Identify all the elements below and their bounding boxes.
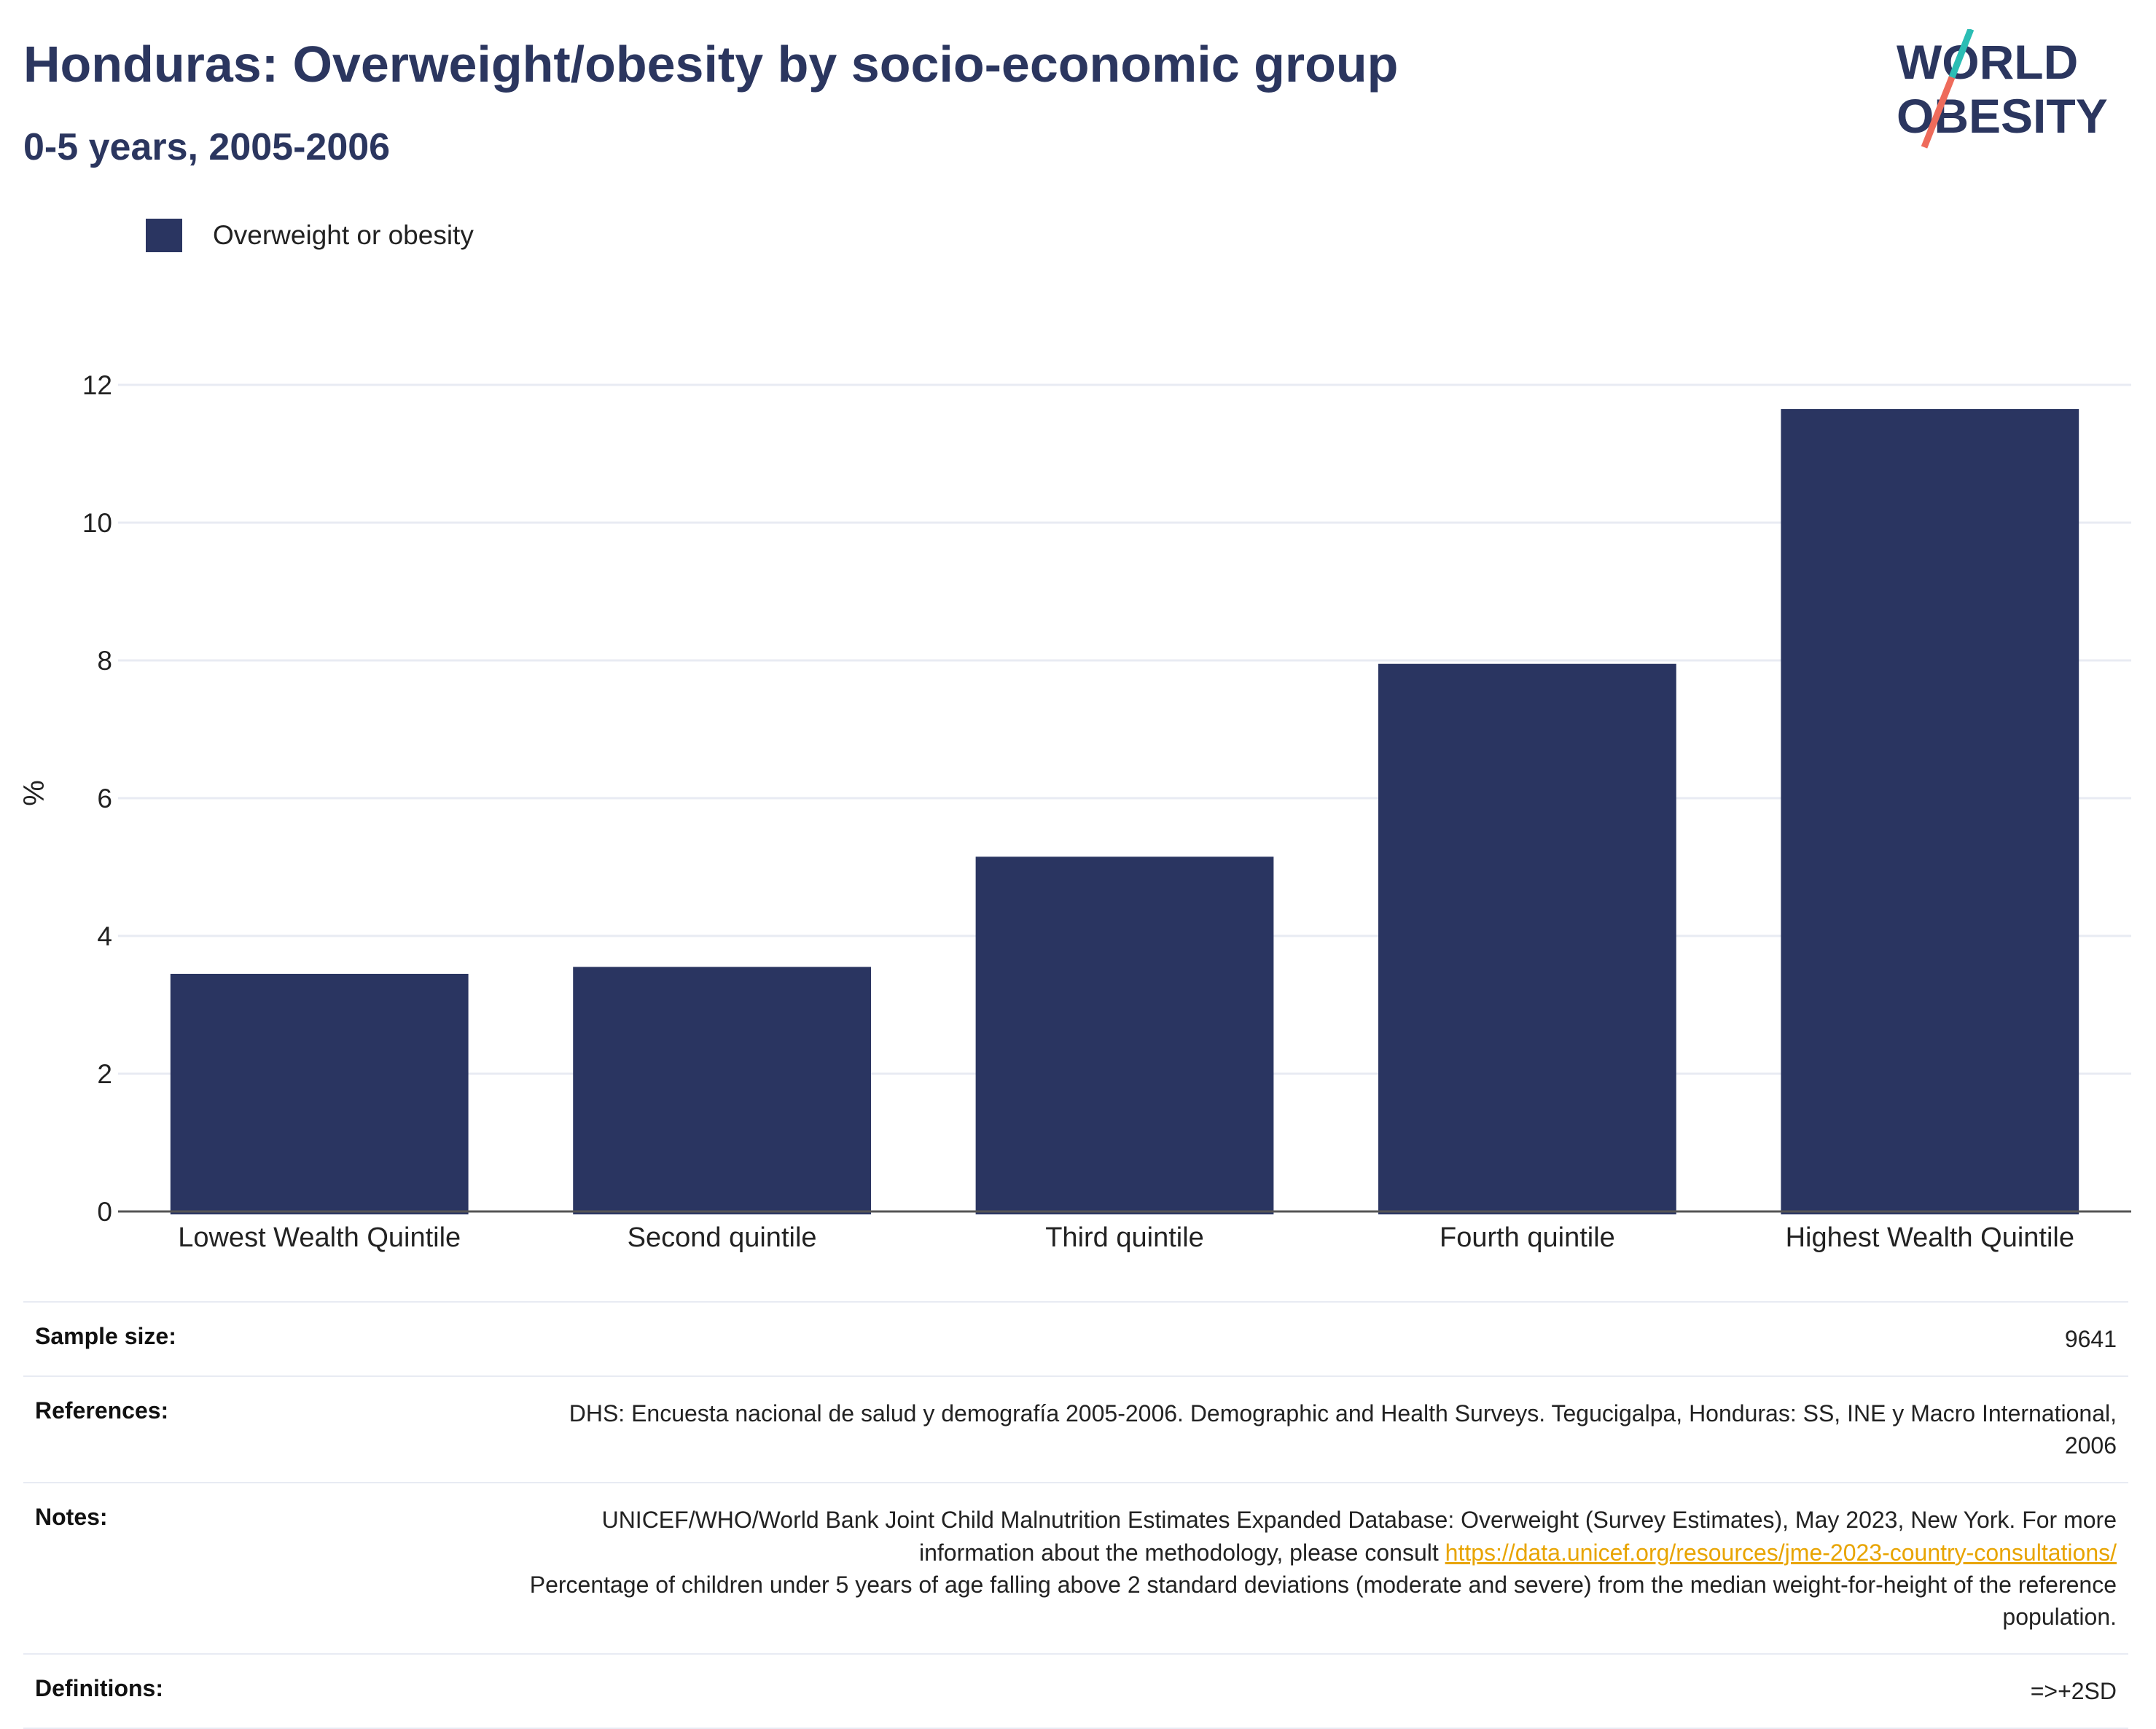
footer-row-sample-size: Sample size: 9641	[23, 1301, 2128, 1375]
y-tick-label: 4	[97, 921, 112, 951]
bar-chart: 0 2 4 6 8 10 12 Lowest Wealth Quintile Second qu…	[18, 370, 2131, 1253]
sample-size-label: Sample size:	[35, 1323, 176, 1349]
chart-legend: Overweight or obesity	[146, 219, 474, 252]
y-tick-label: 0	[97, 1197, 112, 1227]
references-label: References:	[35, 1397, 169, 1424]
logo-line1: WORLD	[1897, 35, 2078, 89]
y-axis-title: %	[18, 780, 50, 806]
x-tick-label: Highest Wealth Quintile	[1786, 1222, 2074, 1253]
legend-label: Overweight or obesity	[213, 220, 474, 250]
page-title: Honduras: Overweight/obesity by socio-ec…	[23, 36, 1399, 93]
references-value: DHS: Encuesta nacional de salud y demogr…	[569, 1400, 2117, 1459]
definitions-value: =>+2SD	[2030, 1678, 2117, 1705]
logo-coral-slash	[1921, 76, 1956, 149]
sample-size-value: 9641	[2064, 1326, 2117, 1352]
chart-footer: Sample size: 9641 References: DHS: Encue…	[23, 1301, 2128, 1729]
bar	[1378, 663, 1676, 1214]
world-obesity-logo: WORLD OBESITY	[1897, 29, 2108, 149]
y-tick-label: 12	[82, 370, 112, 400]
y-tick-label: 10	[82, 508, 112, 538]
footer-row-notes: Notes: UNICEF/WHO/World Bank Joint Child…	[23, 1482, 2128, 1653]
x-tick-label: Second quintile	[628, 1222, 817, 1253]
y-tick-label: 2	[97, 1059, 112, 1089]
bar	[975, 856, 1274, 1214]
bar	[170, 973, 469, 1214]
footer-row-references: References: DHS: Encuesta nacional de sa…	[23, 1375, 2128, 1482]
notes-definition-text: Percentage of children under 5 years of …	[529, 1571, 2117, 1630]
x-tick-label: Fourth quintile	[1440, 1222, 1615, 1253]
logo-teal-slash	[1948, 29, 1975, 79]
bar	[1781, 409, 2079, 1215]
legend-swatch-overweight	[146, 219, 182, 252]
notes-label: Notes:	[35, 1504, 108, 1531]
page-subtitle: 0-5 years, 2005-2006	[23, 126, 391, 168]
bar-layer	[170, 409, 2079, 1215]
axis-layer: 0 2 4 6 8 10 12 Lowest Wealth Quintile Second qu…	[18, 370, 2131, 1253]
notes-text: UNICEF/WHO/World Bank Joint Child Malnut…	[601, 1507, 2117, 1566]
notes-value: UNICEF/WHO/World Bank Joint Child Malnut…	[528, 1504, 2117, 1633]
bar	[573, 967, 871, 1214]
y-tick-label: 6	[97, 784, 112, 813]
y-tick-label: 8	[97, 646, 112, 676]
x-tick-label: Third quintile	[1045, 1222, 1204, 1253]
definitions-label: Definitions:	[35, 1675, 163, 1702]
footer-row-definitions: Definitions: =>+2SD	[23, 1653, 2128, 1729]
notes-link[interactable]: https://data.unicef.org/resources/jme-20…	[1445, 1539, 2117, 1566]
x-tick-label: Lowest Wealth Quintile	[178, 1222, 461, 1253]
